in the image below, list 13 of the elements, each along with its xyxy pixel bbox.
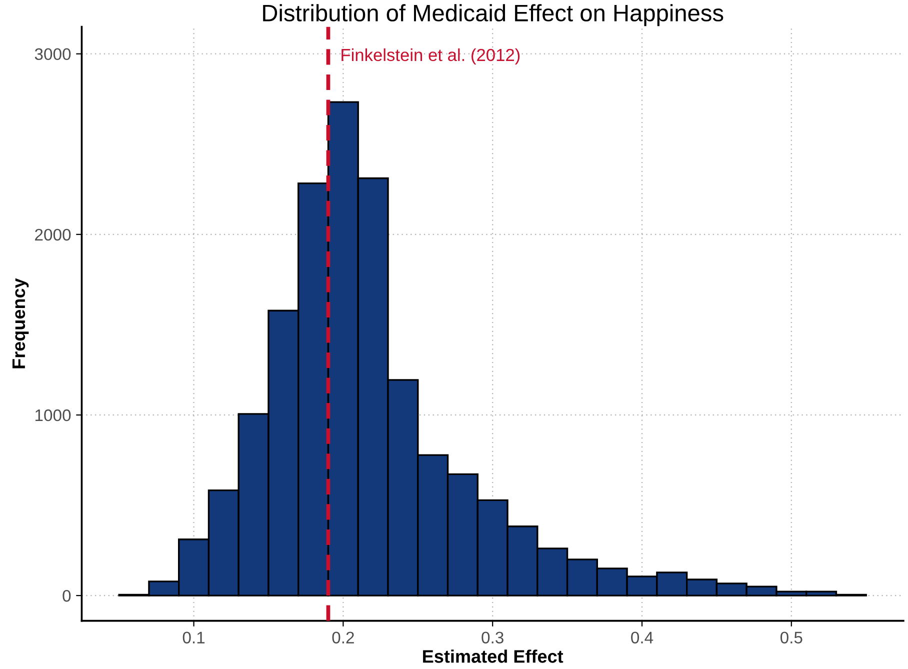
y-tick-label: 3000 — [34, 48, 71, 60]
x-tick-label: 0.5 — [780, 632, 802, 644]
x-tick-label: 0.3 — [482, 632, 504, 644]
y-axis-title: Frequency — [12, 278, 29, 368]
chart-title: Distribution of Medicaid Effect on Happiness — [263, 4, 724, 26]
x-tick-label: 0.1 — [182, 632, 205, 644]
x-axis-title: Estimated Effect — [423, 650, 564, 663]
y-tick-label: 2000 — [35, 228, 71, 241]
y-tick-label: 0 — [62, 590, 71, 602]
x-tick-label: 0.4 — [631, 632, 654, 644]
y-tick-label: 1000 — [36, 409, 71, 422]
ref-line-label: Finkelstein et al. (2012) — [342, 48, 520, 65]
x-tick-label: 0.2 — [332, 632, 354, 644]
